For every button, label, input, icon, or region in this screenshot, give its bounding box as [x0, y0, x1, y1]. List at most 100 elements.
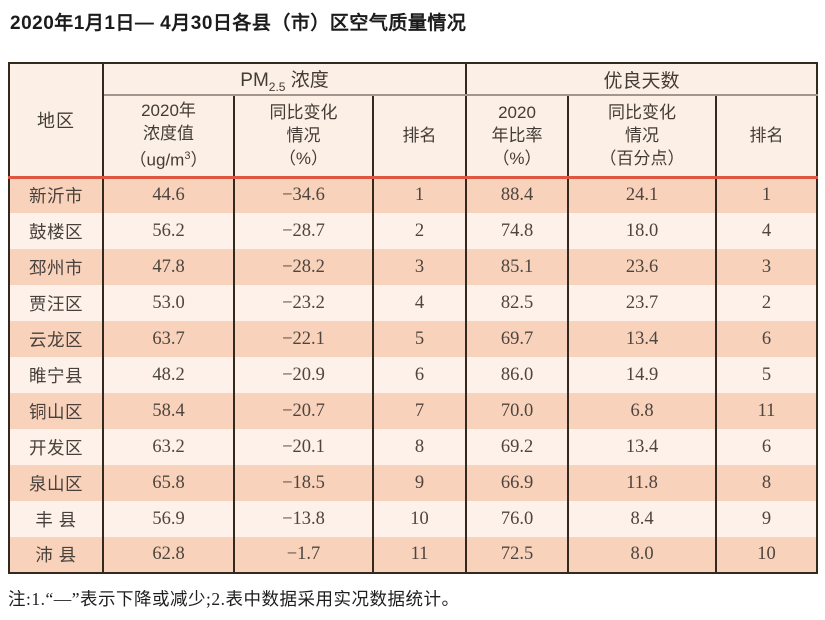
table-row: 铜山区 58.4 −20.7 7 70.0 6.8 11	[8, 393, 819, 429]
good-days-ratio-cell: 69.7	[465, 321, 569, 357]
good-days-ratio-cell: 88.4	[465, 177, 569, 213]
header-line: （百分点）	[599, 149, 685, 169]
pm25-label-suffix: 浓度	[285, 69, 329, 91]
table-header: 地区 PM2.5 浓度 优良天数 2020年 浓度值 （ug/m3） 同比变化 …	[8, 63, 819, 179]
table-row: 沛 县 62.8 −1.7 11 72.5 8.0 10	[8, 537, 819, 573]
good-days-rank-cell: 5	[714, 357, 819, 393]
pm-change-cell: −20.9	[233, 357, 374, 393]
table-row: 新沂市 44.6 −34.6 1 88.4 24.1 1	[8, 177, 819, 213]
good-days-change-cell: 13.4	[567, 321, 717, 357]
header-line: 情况	[286, 126, 321, 146]
region-cell: 丰 县	[8, 501, 104, 537]
page-title: 2020年1月1日— 4月30日各县（市）区空气质量情况	[10, 13, 467, 34]
pm-concentration-cell: 58.4	[102, 393, 235, 429]
air-quality-table: 地区 PM2.5 浓度 优良天数 2020年 浓度值 （ug/m3） 同比变化 …	[8, 62, 819, 574]
table-row: 泉山区 65.8 −18.5 9 66.9 11.8 8	[8, 465, 819, 501]
pm-concentration-cell: 63.2	[102, 429, 235, 465]
pm-rank-cell: 2	[372, 213, 467, 249]
good-days-rank-cell: 1	[714, 177, 819, 213]
header-line: 同比变化	[269, 103, 338, 123]
good-days-rank-cell: 2	[714, 285, 819, 321]
header-line: 年比率	[491, 126, 543, 146]
unit-prefix: （ug/m	[129, 151, 185, 171]
good-days-ratio-cell: 85.1	[465, 249, 569, 285]
header-line: （%）	[492, 149, 542, 169]
table-row: 鼓楼区 56.2 −28.7 2 74.8 18.0 4	[8, 213, 819, 249]
pm-rank-cell: 5	[372, 321, 467, 357]
good-days-change-cell: 8.4	[567, 501, 717, 537]
good-days-rank-cell: 8	[714, 465, 819, 501]
pm-concentration-cell: 56.9	[102, 501, 235, 537]
pm-change-cell: −23.2	[233, 285, 374, 321]
region-cell: 泉山区	[8, 465, 104, 501]
pm-change-cell: −28.2	[233, 249, 374, 285]
header-line: （%）	[278, 149, 329, 169]
header-region: 地区	[8, 63, 104, 179]
good-days-change-cell: 8.0	[567, 537, 717, 573]
header-line: 情况	[625, 126, 659, 146]
good-days-change-cell: 23.7	[567, 285, 717, 321]
pm-rank-cell: 10	[372, 501, 467, 537]
region-cell: 铜山区	[8, 393, 104, 429]
pm-concentration-cell: 63.7	[102, 321, 235, 357]
header-pm-change: 同比变化 情况 （%）	[233, 95, 374, 179]
header-good-days-rank: 排名	[714, 95, 819, 179]
pm-concentration-cell: 62.8	[102, 537, 235, 573]
pm-change-cell: −20.1	[233, 429, 374, 465]
table-row: 睢宁县 48.2 −20.9 6 86.0 14.9 5	[8, 357, 819, 393]
good-days-change-cell: 14.9	[567, 357, 717, 393]
header-good-days-change: 同比变化 情况 （百分点）	[567, 95, 717, 179]
header-group-row: 地区 PM2.5 浓度 优良天数	[8, 63, 819, 179]
region-cell: 睢宁县	[8, 357, 104, 393]
header-line: 2020	[498, 103, 536, 123]
pm-rank-cell: 9	[372, 465, 467, 501]
pm-rank-cell: 7	[372, 393, 467, 429]
header-group-pm25: PM2.5 浓度	[102, 63, 467, 96]
unit-suffix: ）	[190, 151, 208, 171]
table-row: 开发区 63.2 −20.1 8 69.2 13.4 6	[8, 429, 819, 465]
good-days-ratio-cell: 66.9	[465, 465, 569, 501]
pm-concentration-cell: 53.0	[102, 285, 235, 321]
pm25-label-subscript: 2.5	[268, 79, 286, 94]
good-days-ratio-cell: 86.0	[465, 357, 569, 393]
table-row: 贾汪区 53.0 −23.2 4 82.5 23.7 2	[8, 285, 819, 321]
header-pm-rank: 排名	[372, 95, 467, 179]
region-cell: 开发区	[8, 429, 104, 465]
region-cell: 贾汪区	[8, 285, 104, 321]
good-days-ratio-cell: 69.2	[465, 429, 569, 465]
footnote: 注:1.“—”表示下降或减少;2.表中数据采用实况数据统计。	[8, 589, 460, 609]
good-days-change-cell: 11.8	[567, 465, 717, 501]
pm-rank-cell: 3	[372, 249, 467, 285]
pm-concentration-cell: 65.8	[102, 465, 235, 501]
pm-change-cell: −13.8	[233, 501, 374, 537]
good-days-change-cell: 13.4	[567, 429, 717, 465]
pm-change-cell: −20.7	[233, 393, 374, 429]
table-row: 丰 县 56.9 −13.8 10 76.0 8.4 9	[8, 501, 819, 537]
good-days-change-cell: 23.6	[567, 249, 717, 285]
pm-change-cell: −18.5	[233, 465, 374, 501]
pm-rank-cell: 4	[372, 285, 467, 321]
pm-rank-cell: 11	[372, 537, 467, 573]
pm-concentration-cell: 56.2	[102, 213, 235, 249]
good-days-rank-cell: 9	[714, 501, 819, 537]
good-days-rank-cell: 3	[714, 249, 819, 285]
header-line: 同比变化	[608, 103, 676, 123]
table-row: 邳州市 47.8 −28.2 3 85.1 23.6 3	[8, 249, 819, 285]
header-line: （ug/m3）	[104, 145, 233, 172]
table-row: 云龙区 63.7 −22.1 5 69.7 13.4 6	[8, 321, 819, 357]
good-days-ratio-cell: 76.0	[465, 501, 569, 537]
header-good-days-ratio: 2020 年比率 （%）	[465, 95, 569, 179]
unit-superscript: 3	[184, 150, 191, 163]
region-cell: 鼓楼区	[8, 213, 104, 249]
good-days-ratio-cell: 82.5	[465, 285, 569, 321]
pm-change-cell: −34.6	[233, 177, 374, 213]
good-days-ratio-cell: 72.5	[465, 537, 569, 573]
good-days-rank-cell: 4	[714, 213, 819, 249]
good-days-change-cell: 24.1	[567, 177, 717, 213]
pm-concentration-cell: 44.6	[102, 177, 235, 213]
header-group-good-days: 优良天数	[464, 63, 819, 96]
region-cell: 新沂市	[8, 177, 104, 213]
pm-rank-cell: 8	[372, 429, 467, 465]
header-line: 2020年	[141, 101, 196, 121]
